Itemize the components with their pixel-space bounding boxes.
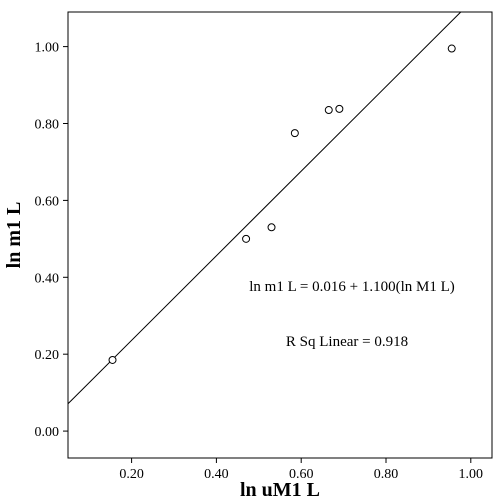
fit-line xyxy=(67,11,462,405)
x-tick-label: 0.20 xyxy=(119,467,144,482)
y-tick-label: 0.60 xyxy=(35,194,60,209)
data-point xyxy=(447,44,456,53)
x-tick-label: 0.40 xyxy=(204,467,229,482)
plot-frame xyxy=(67,11,493,459)
y-tick-label: 1.00 xyxy=(35,41,60,56)
data-point xyxy=(267,223,276,232)
data-point xyxy=(324,106,333,115)
data-point xyxy=(108,355,117,364)
x-tick-label: 1.00 xyxy=(459,467,484,482)
x-axis-ticks: 0.20 0.40 0.60 0.80 1.00 xyxy=(119,458,483,482)
data-points xyxy=(108,44,456,364)
y-tick-label: 0.80 xyxy=(35,118,60,133)
data-point xyxy=(290,129,299,138)
data-point xyxy=(242,234,251,243)
x-axis-title: ln uM1 L xyxy=(240,479,320,501)
y-axis-ticks: 0.00 0.20 0.40 0.60 0.80 1.00 xyxy=(35,41,68,440)
y-tick-label: 0.20 xyxy=(35,348,60,363)
x-tick-label: 0.60 xyxy=(289,467,314,482)
r-squared-annotation: R Sq Linear = 0.918 xyxy=(286,334,408,350)
data-point xyxy=(335,104,344,113)
equation-annotation: ln m1 L = 0.016 + 1.100(ln M1 L) xyxy=(249,279,455,295)
y-tick-label: 0.00 xyxy=(35,425,60,440)
y-axis-title: ln m1 L xyxy=(3,202,25,269)
x-tick-label: 0.80 xyxy=(374,467,399,482)
y-tick-label: 0.40 xyxy=(35,271,60,286)
